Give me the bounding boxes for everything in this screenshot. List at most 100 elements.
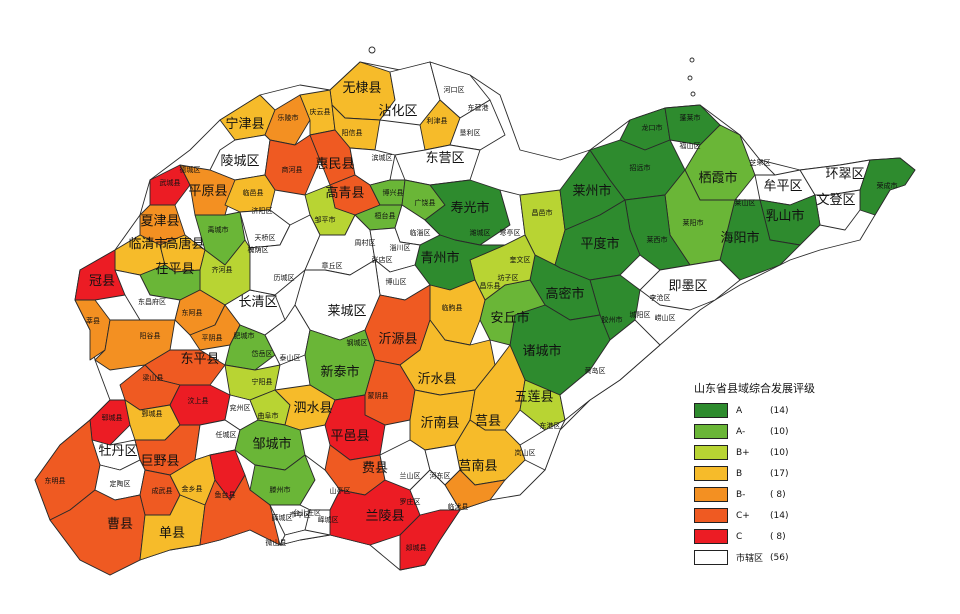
county-label: 钢城区 [347,338,368,347]
county-label: 章丘区 [322,261,343,270]
county-label: 无棣县 [342,81,381,96]
island-1 [368,46,376,54]
county-label: 荣成市 [877,181,898,190]
legend-label: B+ [736,447,750,458]
county-label: 曲阜市 [258,411,279,420]
county-label: 河东区 [430,471,451,480]
region-xuecheng [269,504,311,536]
legend-label: C+ [736,510,750,521]
legend-item: B+ (10) [694,442,884,463]
county-label: 城阳区 [630,310,651,319]
legend: 山东省县域综合发展评级 A (14) A- (10) B+ (10) B (17) B- ( 8)… [694,380,884,568]
county-label: 平邑县 [330,429,369,444]
county-label: 鱼台县 [215,490,236,499]
county-label: 成武县 [152,486,173,495]
county-label: 泰山区 [280,353,301,362]
region-taierzhuang [279,529,331,546]
county-label: 曹县 [107,517,133,532]
county-label: 平阴县 [202,333,223,342]
island-2 [689,57,695,63]
county-label: 费县 [362,461,388,476]
county-label: 单县 [159,526,185,541]
county-label: 夏津县 [140,214,179,229]
county-label: 沾化区 [378,104,417,119]
legend-swatch [694,550,728,565]
legend-swatch [694,403,728,418]
county-label: 乐陵市 [278,113,299,122]
legend-count: (14) [770,405,789,416]
county-label: 临朐县 [442,303,463,312]
county-label: 泗水县 [293,401,332,416]
county-label: 台儿庄区 [293,508,321,517]
county-label: 莱山区 [735,198,756,207]
county-label: 邹城市 [252,436,291,452]
county-label: 郓城县 [102,413,123,422]
county-label: 阳谷县 [140,331,161,340]
county-label: 莱阳市 [683,218,704,227]
county-label: 河口区 [444,86,465,94]
county-label: 天桥区 [255,233,276,242]
county-label: 崂山区 [655,313,676,322]
county-label: 沂南县 [420,415,459,431]
legend-count: (10) [770,426,789,437]
county-label: 商河县 [282,165,303,174]
county-label: 高密市 [545,286,584,302]
county-label: 宁津县 [225,116,264,132]
county-label: 芝罘区 [750,158,771,167]
county-label: 东阿县 [182,308,203,317]
county-label: 昌邑市 [532,208,553,217]
county-label: 新泰市 [320,364,359,380]
county-label: 陵城区 [220,154,259,169]
legend-rows: A (14) A- (10) B+ (10) B (17) B- ( 8) C+ (14) C ( 8) 市… [694,400,884,568]
county-label: 兖州区 [230,403,251,412]
legend-count: ( 8) [770,531,786,542]
legend-label: A [736,405,743,416]
county-label: 德城区 [180,165,201,174]
county-label: 宁阳县 [252,377,273,386]
county-label: 峄城区 [318,516,339,524]
county-label: 临邑县 [243,188,264,197]
county-label: 蓬莱市 [680,113,701,122]
county-label: 安丘市 [490,310,529,326]
county-label: 莱西市 [647,235,668,244]
county-label: 任城区 [216,430,237,439]
county-label: 福山区 [680,141,701,150]
legend-swatch [694,445,728,460]
county-label: 利津县 [427,116,448,125]
county-label: 岱岳区 [252,349,273,358]
county-label: 定陶区 [110,479,131,488]
region-shanting [299,454,341,511]
county-label: 高唐县 [165,236,204,252]
county-label: 胶州市 [602,315,623,324]
region-kenli [449,99,506,151]
legend-swatch [694,508,728,523]
legend-count: (10) [770,447,789,458]
county-label: 岚山区 [515,448,536,457]
county-label: 罗庄区 [400,497,421,506]
region-sishui [274,384,336,431]
legend-item: C ( 8) [694,526,884,547]
county-label: 诸城市 [522,343,561,359]
legend-swatch [694,487,728,502]
county-label: 莱城区 [327,304,366,319]
county-label: 东港区 [540,421,561,430]
county-label: 惠民县 [315,157,354,172]
county-label: 博兴县 [383,188,404,197]
county-label: 文登区 [816,193,855,208]
legend-label: C [736,531,743,542]
legend-title: 山东省县域综合发展评级 [694,382,815,395]
county-label: 临沭县 [448,502,469,511]
legend-item: A- (10) [694,421,884,442]
county-label: 平原县 [188,184,227,199]
region-jimo [639,259,741,311]
county-label: 槐荫区 [248,245,269,254]
county-label: 鄄城县 [142,409,163,418]
county-label: 莱州市 [572,183,611,199]
county-label: 武城县 [160,178,181,187]
county-label: 济阳区 [252,206,273,215]
county-label: 博山区 [386,277,407,286]
region-luozhuang [409,469,461,516]
county-label: 寿光市 [450,200,489,216]
legend-swatch [694,424,728,439]
